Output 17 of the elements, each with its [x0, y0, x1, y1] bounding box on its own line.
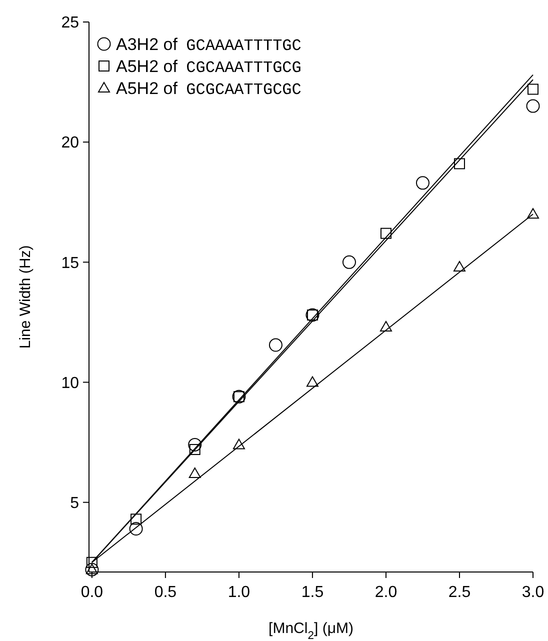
y-tick-label: 20 [61, 134, 80, 152]
x-tick-label: 0.0 [80, 584, 104, 601]
x-tick-label: 2.0 [374, 584, 398, 601]
x-axis-title: [MnCl$_{2}$] (μM) [268, 620, 354, 641]
y-axis-title: Line Width (Hz) [17, 245, 34, 349]
x-tick-label: 1.5 [301, 584, 324, 601]
y-tick-label: 5 [70, 494, 80, 512]
legend-label: A3H2 of GCAAAATTTTGC [116, 34, 302, 55]
x-tick-label: 2.5 [448, 584, 471, 601]
legend-label: A5H2 of CGCAAATTTGCG [116, 56, 302, 77]
y-tick-label: 10 [61, 374, 80, 392]
x-tick-label: 0.5 [154, 584, 177, 601]
x-tick-label: 3.0 [522, 584, 544, 601]
y-tick-label: 15 [61, 254, 80, 272]
legend-label: A5H2 of GCGCAATTGCGC [116, 78, 302, 99]
x-tick-label: 1.0 [228, 584, 250, 601]
y-tick-label: 25 [61, 14, 80, 32]
